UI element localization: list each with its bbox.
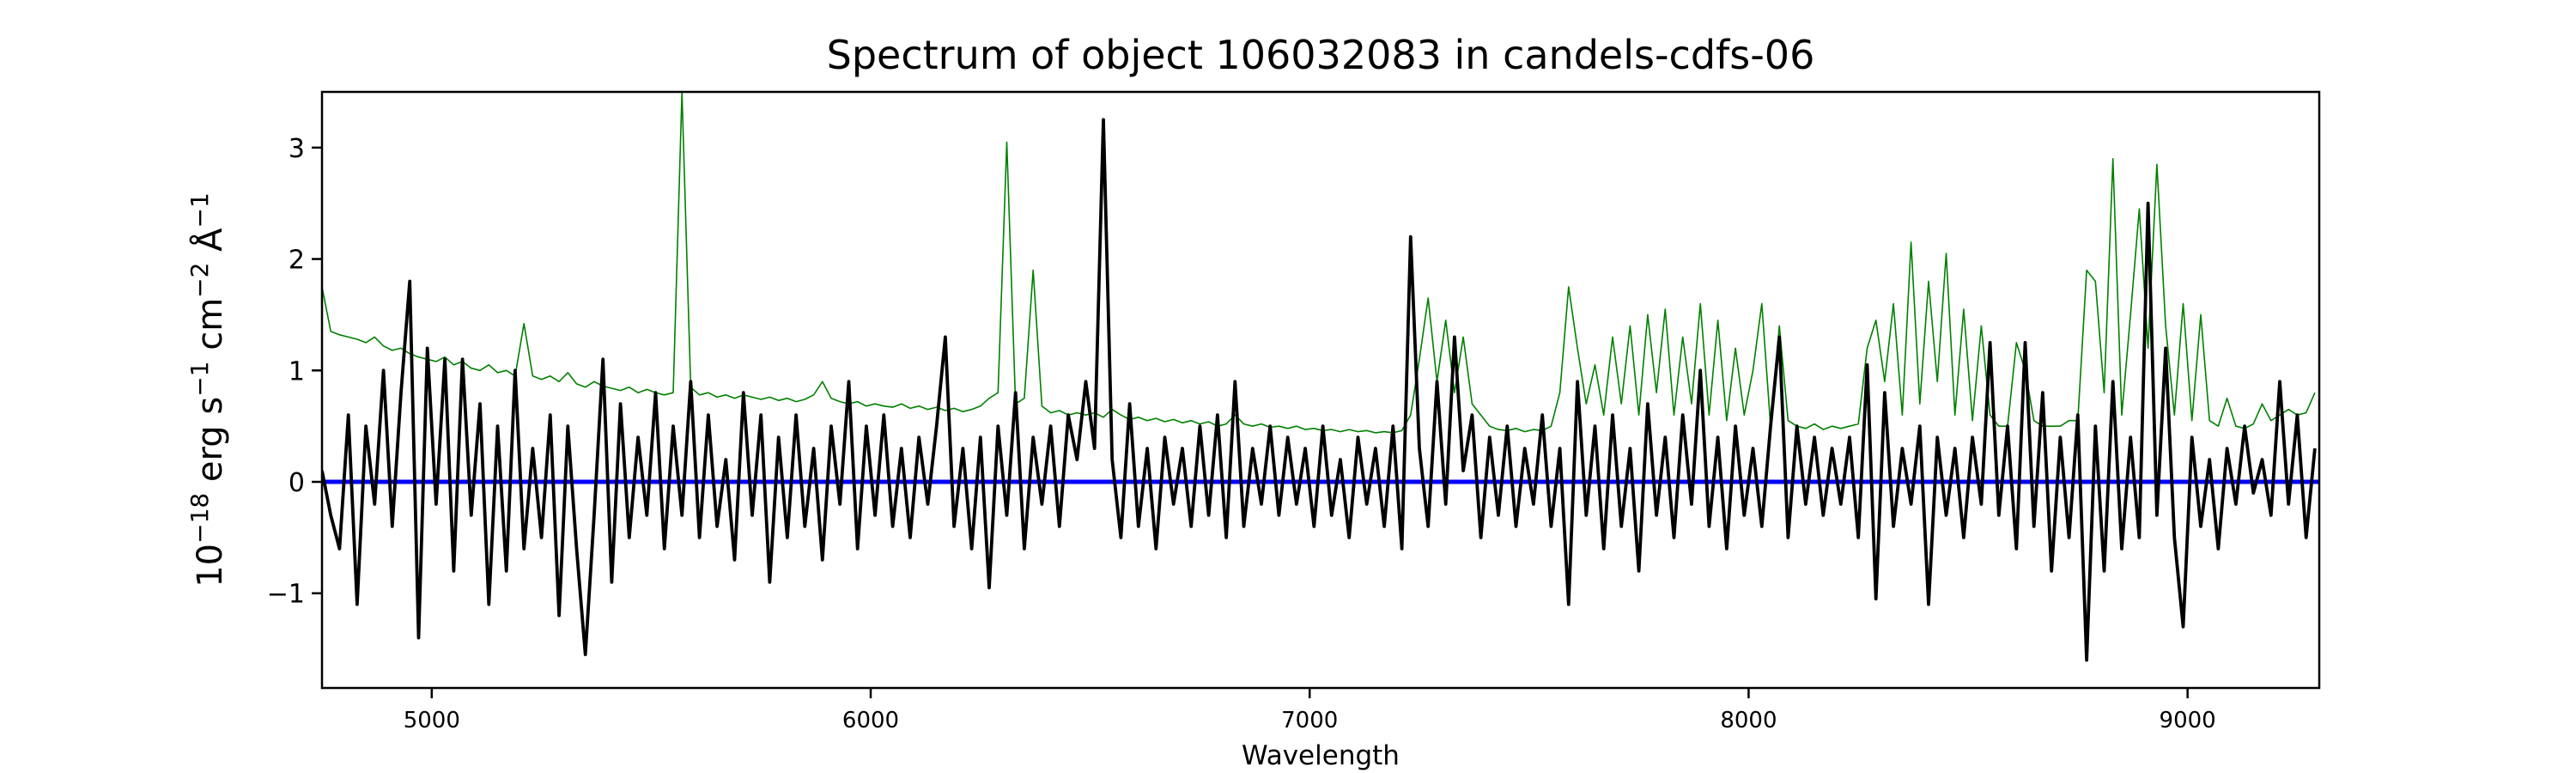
ylabel-exp: −1 [185, 362, 214, 397]
y-tick-label: 0 [289, 468, 305, 498]
y-tick-label: 3 [289, 134, 305, 164]
y-axis-label: 10−18 erg s−1 cm−2 Å−1 [185, 192, 230, 587]
ylabel-base: 10 [191, 544, 230, 587]
ylabel-unit: cm [191, 298, 230, 362]
series-layer [322, 92, 2319, 662]
ylabel-unit: erg s [191, 397, 230, 493]
x-tick-label: 7000 [1281, 708, 1338, 733]
ylabel-unit: Å [189, 228, 230, 263]
y-axis: −1 0 1 2 3 [267, 134, 322, 610]
ylabel-exp: −1 [185, 192, 214, 228]
plot-frame [320, 90, 2321, 690]
x-axis: 5000 6000 7000 8000 9000 [404, 688, 2216, 733]
x-tick-label: 9000 [2160, 708, 2216, 733]
x-tick-label: 8000 [1720, 708, 1777, 733]
y-tick-label: 1 [289, 356, 305, 386]
x-tick-label: 5000 [404, 708, 460, 733]
y-tick-label: 2 [289, 246, 305, 276]
x-tick-label: 6000 [842, 708, 899, 733]
chart-title: Spectrum of object 106032083 in candels-… [827, 32, 1815, 78]
series-flux-line [322, 118, 2317, 662]
ylabel-exp: −18 [185, 493, 214, 544]
y-tick-label: −1 [267, 580, 305, 610]
ylabel-exp: −2 [185, 263, 214, 298]
x-axis-label: Wavelength [1242, 740, 1400, 771]
